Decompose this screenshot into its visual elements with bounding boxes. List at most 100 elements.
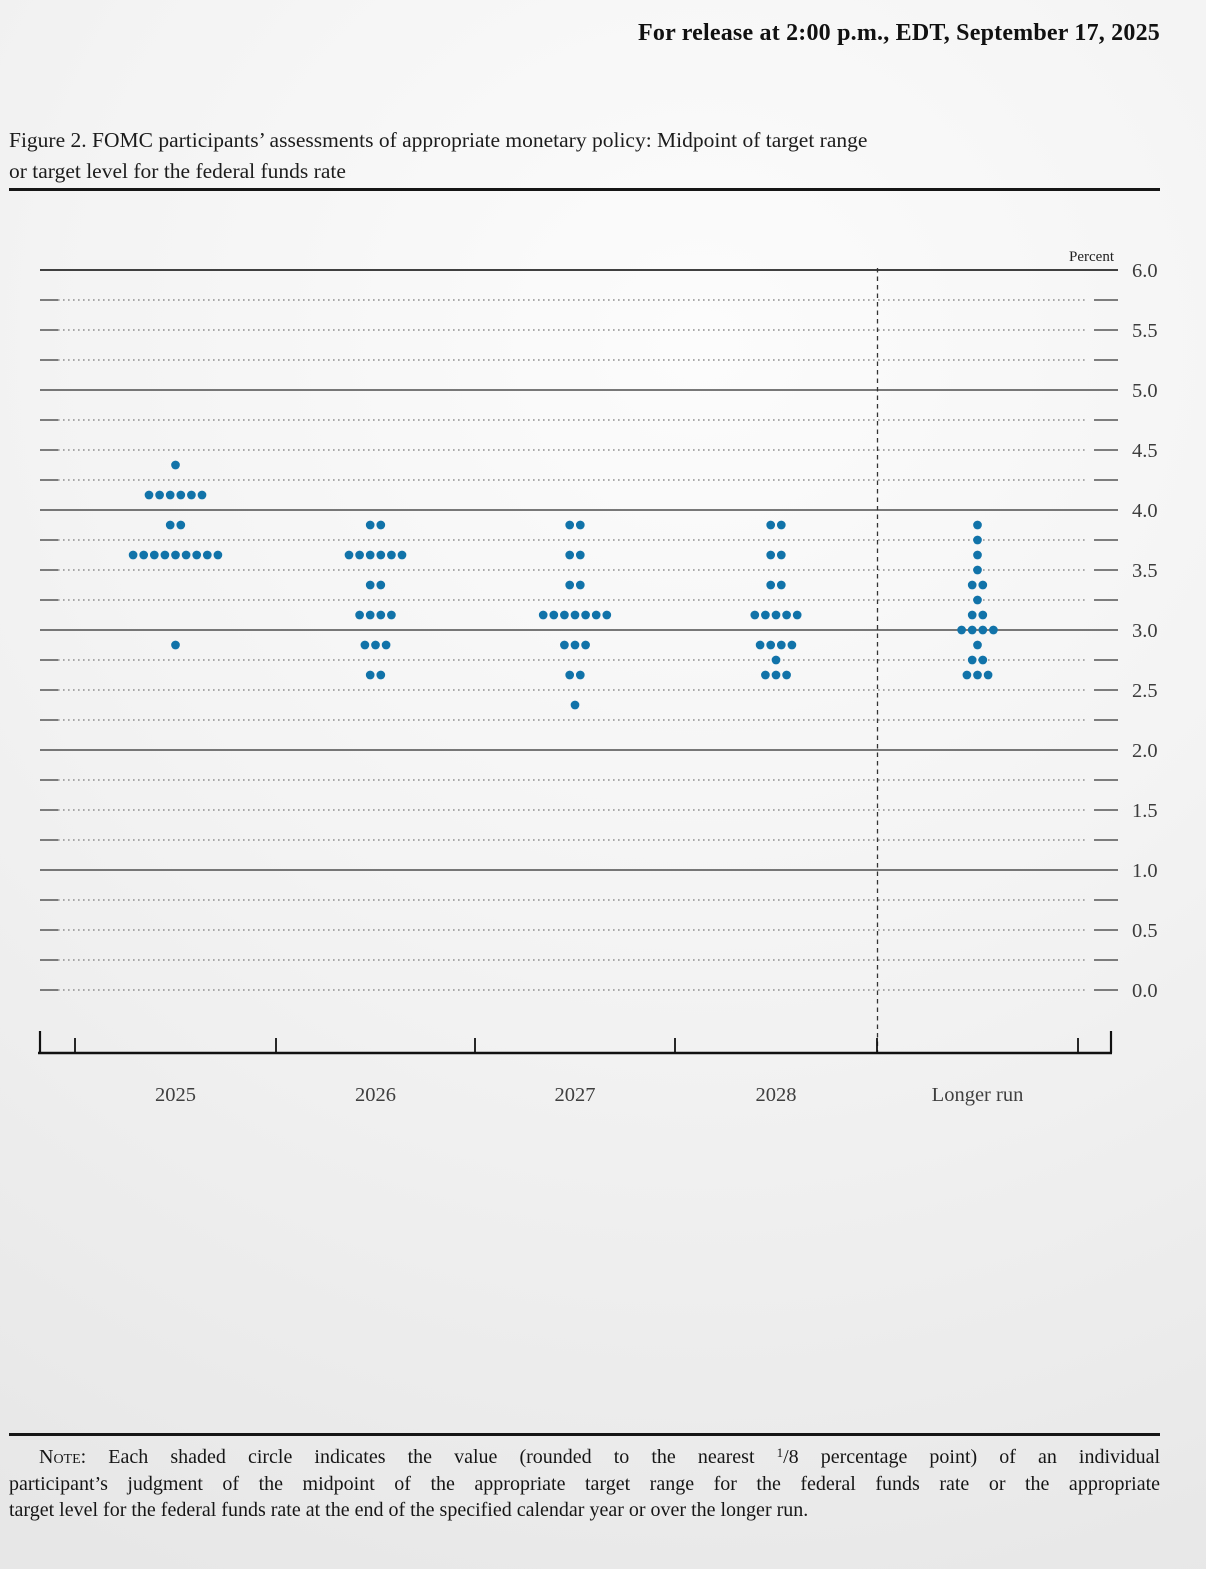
dot (376, 580, 386, 590)
y-tick-label: 5.0 (1132, 380, 1158, 402)
dot (602, 610, 612, 620)
note-rule (9, 1433, 1160, 1436)
note-line1-before: Each shaded circle indicates the value (… (108, 1446, 755, 1468)
dot (565, 670, 575, 680)
dot (978, 625, 988, 635)
y-tick-label: 6.0 (1132, 260, 1158, 282)
y-tick-label: 1.5 (1132, 800, 1158, 822)
dot (160, 550, 170, 560)
dot (766, 520, 776, 530)
dot (973, 535, 982, 545)
dot (973, 550, 982, 560)
dot (344, 550, 354, 560)
note-fraction: 1/8 (777, 1446, 799, 1468)
dot (776, 550, 786, 560)
y-tick-label: 1.0 (1132, 860, 1158, 882)
dot (397, 550, 407, 560)
year-label: 2028 (756, 1084, 797, 1106)
dot (565, 520, 575, 530)
dot (365, 550, 375, 560)
title-rule (9, 188, 1160, 191)
dot (776, 580, 786, 590)
dot (128, 550, 138, 560)
figure-title-line2: or target level for the federal funds ra… (9, 159, 346, 183)
note-label: Note: (39, 1446, 87, 1468)
dot (989, 625, 998, 635)
dot (973, 640, 982, 650)
dot (761, 670, 770, 680)
dot (144, 490, 154, 500)
dot (766, 640, 776, 650)
dot (365, 610, 375, 620)
year-label: 2026 (355, 1084, 396, 1106)
dot (213, 550, 223, 560)
figure-title: Figure 2. FOMC participants’ assessments… (9, 125, 1159, 187)
dot (387, 550, 396, 560)
dot (750, 610, 760, 620)
dot (376, 520, 386, 530)
dot (776, 520, 786, 530)
dot (782, 670, 791, 680)
note-text: Note: Each shaded circle indicates the v… (9, 1444, 1160, 1524)
dot (771, 610, 781, 620)
y-tick-label: 5.5 (1132, 320, 1158, 342)
dot (570, 700, 580, 710)
release-header: For release at 2:00 p.m., EDT, September… (638, 20, 1160, 46)
dot (538, 610, 548, 620)
dot (967, 610, 977, 620)
dot (978, 580, 988, 590)
dot (581, 640, 590, 650)
dot (165, 520, 175, 530)
dot (581, 610, 590, 620)
dot (565, 580, 575, 590)
dot (192, 550, 202, 560)
dot (376, 550, 386, 560)
dot (149, 550, 159, 560)
dot (755, 640, 765, 650)
dot (967, 625, 977, 635)
dot (376, 610, 386, 620)
dot (387, 610, 396, 620)
note-fraction-numerator: 1 (776, 1445, 784, 1460)
dot (560, 640, 569, 650)
y-tick-label: 4.5 (1132, 440, 1158, 462)
dot (570, 640, 580, 650)
dot (560, 610, 569, 620)
year-label: Longer run (932, 1084, 1024, 1106)
dot (575, 550, 585, 560)
dot (973, 595, 982, 605)
y-tick-label: 2.0 (1132, 740, 1158, 762)
dot (973, 670, 982, 680)
dot (792, 610, 802, 620)
dot (771, 670, 781, 680)
dot (197, 490, 207, 500)
dot (171, 640, 180, 650)
dot (570, 610, 580, 620)
year-label: 2027 (555, 1084, 596, 1106)
dot (782, 610, 791, 620)
y-tick-label: 3.5 (1132, 560, 1158, 582)
dot (978, 610, 988, 620)
dot (575, 670, 585, 680)
y-tick-label: 2.5 (1132, 680, 1158, 702)
dot (165, 490, 175, 500)
dot (176, 490, 186, 500)
dot (365, 580, 375, 590)
dot (776, 640, 786, 650)
dot (202, 550, 212, 560)
dot (973, 565, 982, 575)
percent-label: Percent (1069, 249, 1115, 265)
note-fraction-denominator: /8 (783, 1446, 799, 1468)
dot (360, 640, 370, 650)
year-label: 2025 (155, 1084, 196, 1106)
dot (376, 670, 386, 680)
dot (591, 610, 601, 620)
dot (171, 550, 180, 560)
y-tick-label: 0.5 (1132, 920, 1158, 942)
dot (957, 625, 966, 635)
y-tick-label: 0.0 (1132, 980, 1158, 1002)
dot (355, 610, 364, 620)
dot (962, 670, 972, 680)
note-line-3: target level for the federal funds rate … (9, 1499, 809, 1521)
dot (766, 580, 776, 590)
